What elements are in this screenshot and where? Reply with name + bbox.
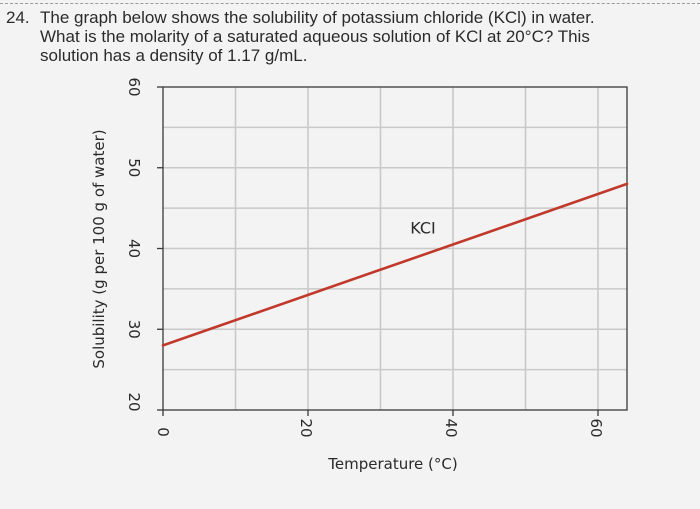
- grid: [163, 87, 627, 410]
- question-line-3: solution has a density of 1.17 g/mL.: [40, 46, 308, 65]
- dashed-separator: [0, 3, 700, 4]
- series-label-kcl: KCI: [410, 219, 436, 238]
- y-tick-label: 30: [125, 320, 143, 339]
- axis-ticks: 20 30 40 50 60 0 20 40 60: [125, 77, 605, 437]
- series-line-kcl: [161, 182, 629, 347]
- question-line-2: What is the molarity of a saturated aque…: [40, 27, 590, 46]
- x-tick-label: 40: [442, 418, 460, 437]
- question-line-1: The graph below shows the solubility of …: [40, 8, 595, 27]
- y-tick-label: 60: [125, 77, 143, 96]
- y-tick-label: 50: [125, 158, 143, 177]
- x-tick-label: 20: [297, 418, 315, 437]
- question-number: 24.: [6, 8, 30, 27]
- x-tick-label: 0: [154, 427, 172, 437]
- y-tick-label: 20: [125, 392, 143, 411]
- series-layer: [161, 182, 629, 347]
- y-axis-label: Solubility (g per 100 g of water): [90, 129, 108, 368]
- x-axis-label: Temperature (°C): [327, 455, 457, 473]
- y-tick-label: 40: [125, 239, 143, 258]
- x-tick-label: 60: [587, 418, 605, 437]
